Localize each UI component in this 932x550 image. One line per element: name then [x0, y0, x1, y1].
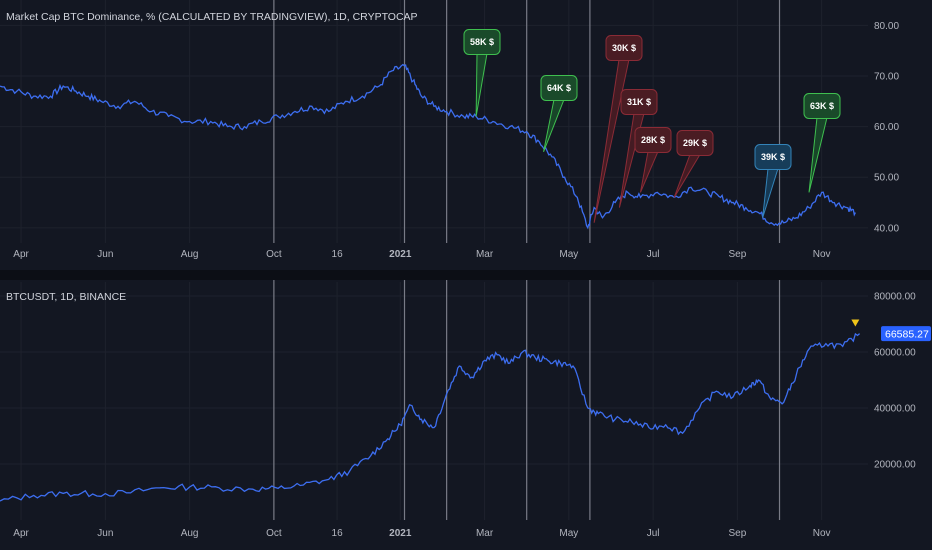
dominance-series-line — [0, 63, 856, 230]
dominance-vertical-lines — [273, 0, 781, 243]
callout-label: 39K $ — [761, 152, 785, 162]
x-tick-label: Oct — [266, 528, 282, 539]
callout-label: 29K $ — [683, 138, 707, 148]
x-tick-label: Apr — [13, 249, 29, 260]
btcusdt-price-axis[interactable]: 80000.00 60000.00 40000.00 20000.00 — [874, 292, 916, 471]
last-price-label[interactable]: 66585.27 — [881, 326, 931, 342]
x-tick-label: Oct — [266, 249, 282, 260]
callout-label: 58K $ — [470, 37, 494, 47]
price-callout[interactable]: 63K $ — [803, 93, 841, 193]
price-callout[interactable]: 58K $ — [463, 29, 501, 117]
x-tick-label: Jun — [97, 528, 113, 539]
x-tick-label: Nov — [813, 528, 831, 539]
btcusdt-series-line — [0, 332, 861, 502]
y-tick-label: 70.00 — [874, 71, 899, 82]
x-tick-label: Sep — [728, 249, 746, 260]
x-tick-label: Mar — [476, 249, 494, 260]
price-callout[interactable]: 29K $ — [673, 130, 714, 198]
y-tick-label: 40000.00 — [874, 404, 916, 415]
callout-box — [676, 130, 714, 156]
callout-label: 30K $ — [612, 43, 636, 53]
y-tick-label: 40.00 — [874, 223, 899, 234]
x-tick-label: Jun — [97, 249, 113, 260]
btcusdt-pane-title: BTCUSDT, 1D, BINANCE — [6, 291, 126, 303]
x-tick-label: 16 — [332, 249, 344, 260]
dominance-price-axis[interactable]: 80.00 70.00 60.00 50.00 40.00 — [874, 21, 899, 235]
x-tick-label: Apr — [13, 528, 29, 539]
alert-marker-icon[interactable] — [851, 319, 860, 327]
price-callout[interactable]: 39K $ — [754, 144, 792, 218]
dominance-pane: 58K $ 64K $ 30K $ 31K $ 28K $ 29K $ 39K $ 63K $… — [0, 0, 899, 260]
x-tick-label: Nov — [813, 249, 831, 260]
callout-label: 63K $ — [810, 101, 834, 111]
x-tick-label: Sep — [728, 528, 746, 539]
x-tick-label: Aug — [181, 528, 199, 539]
x-tick-label: Jul — [647, 528, 660, 539]
x-tick-label: 2021 — [389, 528, 412, 539]
btcusdt-grid — [0, 282, 868, 520]
price-callout[interactable]: 64K $ — [540, 75, 578, 153]
x-tick-label: May — [559, 528, 578, 539]
x-tick-label: 16 — [332, 528, 344, 539]
pane-separator[interactable] — [0, 270, 932, 280]
x-tick-label: Mar — [476, 528, 494, 539]
price-callout[interactable]: 28K $ — [634, 127, 672, 193]
btcusdt-pane: BTCUSDT, 1D, BINANCE 80000.00 60000.00 400… — [0, 280, 931, 539]
btcusdt-time-axis[interactable]: Apr Jun Aug Oct 16 2021 Mar May Jul Sep Nov — [13, 528, 830, 539]
x-tick-label: Jul — [647, 249, 660, 260]
y-tick-label: 80000.00 — [874, 292, 916, 303]
dominance-time-axis[interactable]: Apr Jun Aug Oct 16 2021 Mar May Jul Sep Nov — [13, 249, 830, 260]
y-tick-label: 60.00 — [874, 122, 899, 133]
y-tick-label: 20000.00 — [874, 460, 916, 471]
callout-box — [605, 35, 643, 61]
callout-box — [634, 127, 672, 153]
callout-box — [754, 144, 792, 170]
y-tick-label: 60000.00 — [874, 348, 916, 359]
callout-box — [620, 89, 658, 115]
dominance-pane-title: Market Cap BTC Dominance, % (CALCULATED … — [6, 11, 418, 23]
callout-label: 64K $ — [547, 83, 571, 93]
price-callout[interactable]: 30K $ — [593, 35, 643, 223]
callout-box — [803, 93, 841, 119]
callout-label: 31K $ — [627, 97, 651, 107]
btcusdt-vertical-lines — [273, 280, 781, 520]
price-annotations: 58K $ 64K $ 30K $ 31K $ 28K $ 29K $ 39K $ 63K $ — [463, 29, 841, 223]
y-tick-label: 50.00 — [874, 173, 899, 184]
y-tick-label: 80.00 — [874, 21, 899, 32]
callout-box — [540, 75, 578, 101]
last-price-value: 66585.27 — [885, 329, 929, 341]
x-tick-label: 2021 — [389, 249, 412, 260]
x-tick-label: May — [559, 249, 578, 260]
x-tick-label: Aug — [181, 249, 199, 260]
callout-box — [463, 29, 501, 55]
callout-label: 28K $ — [641, 135, 665, 145]
